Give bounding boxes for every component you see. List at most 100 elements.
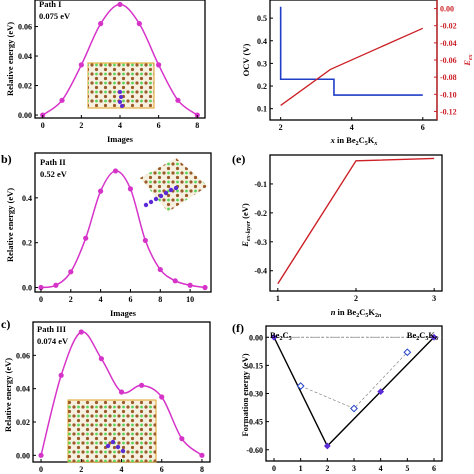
panel-b-xtick-label-1: 2 — [69, 295, 73, 304]
panel-e-ytick-label-left-1: -0.3 — [254, 238, 267, 247]
panel-c-point-4 — [118, 389, 125, 395]
panel-d-ytick-label-left-4: 0.5 — [257, 14, 267, 23]
panel-d-ytick-label-right-3: -0.06 — [440, 56, 457, 65]
panel-f-open-point-1 — [350, 404, 358, 413]
panel-a-xtick-label-3: 6 — [157, 121, 161, 130]
panel-a-structure-inset — [87, 62, 155, 109]
panel-d-plot: 2 4 6 0.1 0.2 0.3 0.4 0.5 -0.12 -0.10 -0.08 -0.06 -0… — [257, 0, 457, 132]
panel-c-point-1 — [58, 372, 64, 378]
panel-f: (f) 0 1 2 3 4 5 6 0.00 -0.15 -0.30 -0.45 -0.60 Be2C… — [232, 321, 443, 473]
panel-b-point-11 — [202, 284, 208, 291]
panel-f-ytick-label-left-2: -0.30 — [246, 390, 263, 399]
panel-b-xtick-label-5: 10 — [186, 295, 194, 304]
panel-c-ytick-label-left-2: 0.04 — [16, 385, 30, 394]
panel-d-ytick-label-left-1: 0.2 — [257, 82, 267, 91]
panel-c-point-7 — [179, 436, 185, 442]
panel-c-point-2 — [78, 329, 84, 335]
panel-a-point-7 — [175, 97, 181, 103]
panel-c-ytick-label-left-1: 0.02 — [16, 418, 30, 427]
panel-f-hull-point-1 — [323, 442, 331, 450]
panel-c-point-3 — [98, 356, 104, 362]
panel-a-annotation-value: 0.075 eV — [39, 11, 71, 21]
panel-b-point-3 — [83, 235, 89, 241]
panel-b-point-2 — [68, 269, 74, 275]
panel-d-ylabel-right: Eex — [462, 54, 474, 66]
panel-b-point-6 — [127, 186, 134, 192]
panel-e-xtick-label-2: 3 — [432, 294, 436, 303]
panel-a-ytick-label-left-0: 0.00 — [18, 111, 32, 120]
panel-e-xtick-label-1: 2 — [354, 294, 358, 303]
panel-f-open-point-2 — [403, 348, 412, 357]
panel-c-ytick-label-left-0: 0.00 — [16, 451, 30, 460]
panel-a-plot: 0 2 4 6 8 0.00 0.02 0.04 0.06 — [18, 1, 200, 130]
panel-f-xtick-label-2: 2 — [325, 464, 329, 473]
panel-c-label: c) — [1, 317, 10, 331]
panel-d-xlabel: x in Be2C5Kx — [330, 135, 378, 147]
panel-b-ylabel: Relative energy (eV) — [5, 188, 15, 262]
panel-a-point-2 — [78, 62, 84, 68]
svg-text:n in Be2C5K2n: n in Be2C5K2n — [331, 307, 382, 319]
panel-f-xtick-label-6: 6 — [432, 464, 436, 473]
panel-b-label: b) — [1, 152, 12, 166]
panel-f-label-right: Be2C5K6 — [407, 330, 438, 342]
panel-d-xtick-label-2: 6 — [421, 123, 425, 132]
panel-b-point-9 — [172, 278, 178, 284]
panel-c-annotation-value: 0.074 eV — [37, 336, 69, 346]
panel-f-ytick-label-left-1: -0.15 — [246, 361, 263, 370]
panel-d: 2 4 6 0.1 0.2 0.3 0.4 0.5 -0.12 -0.10 -0.08 -0.06 -0… — [241, 0, 474, 147]
panel-c-xtick-label-3: 6 — [160, 465, 164, 474]
panel-f-label-left: Be2C5 — [270, 330, 292, 342]
panel-f-xtick-label-4: 4 — [379, 464, 383, 473]
panel-c-xtick-label-2: 4 — [120, 465, 124, 474]
panel-d-ytick-label-left-3: 0.4 — [257, 37, 267, 46]
panel-c: c) Path III 0.074 eV 0 2 4 6 8 0.00 0.02 0.04 0.… — [1, 317, 211, 474]
panel-b-annotation-title: Path II — [40, 157, 66, 167]
panel-b-point-4 — [98, 188, 104, 194]
panel-c-xtick-label-0: 0 — [39, 465, 43, 474]
panel-b-xlabel: Images — [110, 308, 137, 318]
panel-d-series-ocv — [279, 6, 423, 96]
svg-text:Be2C5: Be2C5 — [270, 330, 292, 342]
panel-b: b) Path II 0.52 eV 0 2 4 6 8 10 0.0 0.2 0.4 Imag… — [1, 152, 212, 318]
panel-b-point-10 — [187, 282, 193, 288]
panel-d-ytick-label-right-1: -0.10 — [440, 90, 457, 99]
panel-a-point-1 — [59, 97, 65, 103]
panel-a-annotation-title: Path I — [39, 0, 62, 9]
panel-a-point-4 — [117, 1, 123, 8]
panel-f-ytick-label-left-4: -0.60 — [246, 446, 263, 455]
panel-a-xtick-label-4: 8 — [195, 121, 199, 130]
panel-d-ytick-label-right-5: -0.02 — [440, 22, 457, 31]
panel-c-point-5 — [139, 382, 145, 388]
panel-c-annotation-title: Path III — [37, 324, 67, 334]
panel-f-plot: 0 1 2 3 4 5 6 0.00 -0.15 -0.30 -0.45 -0.60 — [246, 333, 442, 473]
panel-e-frame — [269, 154, 443, 292]
panel-d-ytick-label-right-6: 0.00 — [440, 5, 454, 14]
panel-b-xtick-label-0: 0 — [39, 295, 43, 304]
panel-e: (e) 1 2 3 -0.4 -0.3 -0.2 -0.1 Eex-layer (eV) n… — [232, 152, 443, 319]
panel-f-frame — [265, 325, 443, 462]
panel-b-plot: 0 2 4 6 8 10 0.0 0.2 0.4 — [22, 168, 208, 304]
panel-f-hull-point-0 — [270, 333, 278, 341]
panel-a-ylabel: Relative energy (eV) — [5, 22, 15, 96]
panel-d-xtick-label-1: 4 — [350, 123, 354, 132]
svg-text:x in Be2C5Kx: x in Be2C5Kx — [330, 135, 378, 147]
panel-a-point-3 — [98, 21, 104, 27]
svg-text:Eex: Eex — [462, 54, 474, 66]
panel-e-xtick-label-0: 1 — [276, 294, 280, 303]
panel-b-xtick-label-4: 8 — [158, 295, 162, 304]
panel-b-point-1 — [53, 282, 59, 288]
panel-a-ytick-label-left-1: 0.02 — [18, 82, 32, 91]
panel-a-xtick-label-1: 2 — [79, 121, 83, 130]
panel-c-xtick-label-4: 8 — [200, 465, 204, 474]
panel-e-label: (e) — [232, 152, 245, 166]
panel-b-ytick-label-left-0: 0.0 — [22, 284, 32, 293]
panel-a-xlabel: Images — [107, 134, 134, 144]
panel-e-ylabel: Eex-layer (eV) — [240, 203, 252, 248]
panel-b-point-8 — [157, 266, 163, 273]
panel-f-ylabel: Formation energy (eV) — [240, 353, 250, 436]
panel-d-ytick-label-right-2: -0.08 — [440, 73, 457, 82]
panel-f-ytick-label-left-0: 0.00 — [249, 333, 263, 342]
panel-a-xtick-label-0: 0 — [41, 121, 45, 130]
panel-e-plot: 1 2 3 -0.4 -0.3 -0.2 -0.1 — [254, 157, 436, 303]
